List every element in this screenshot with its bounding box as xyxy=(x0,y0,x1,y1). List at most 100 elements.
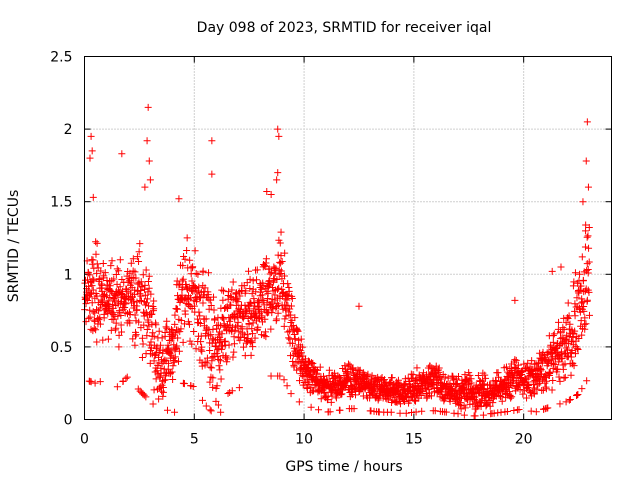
data-point xyxy=(307,403,315,411)
data-point xyxy=(145,322,153,330)
data-point xyxy=(476,398,484,406)
data-point xyxy=(113,383,121,391)
data-point xyxy=(271,269,279,277)
data-point xyxy=(550,330,558,338)
data-point xyxy=(530,360,538,368)
data-point xyxy=(147,338,155,346)
data-point xyxy=(571,269,579,277)
data-point xyxy=(188,277,196,285)
data-point xyxy=(455,372,463,380)
data-point xyxy=(263,188,271,196)
data-point xyxy=(565,312,573,320)
data-point xyxy=(146,359,154,367)
data-point xyxy=(577,317,585,325)
data-point xyxy=(130,297,138,305)
data-point xyxy=(183,234,191,242)
data-point xyxy=(546,368,554,376)
data-point xyxy=(427,392,435,400)
data-point xyxy=(530,390,538,398)
data-point xyxy=(233,322,241,330)
data-point xyxy=(210,306,218,314)
data-point xyxy=(527,407,535,415)
data-point xyxy=(258,312,266,320)
data-point xyxy=(117,311,125,319)
data-point xyxy=(207,331,215,339)
data-point xyxy=(145,272,153,280)
data-point xyxy=(122,374,130,382)
data-point xyxy=(291,314,299,322)
data-point xyxy=(127,259,135,267)
data-point xyxy=(225,341,233,349)
data-point xyxy=(153,367,161,375)
data-point xyxy=(532,408,540,416)
data-point xyxy=(247,313,255,321)
data-point xyxy=(214,401,222,409)
y-tick-label: 0.5 xyxy=(50,340,72,356)
data-point xyxy=(106,282,114,290)
y-tick-label: 2 xyxy=(64,122,73,138)
data-point xyxy=(164,365,172,373)
data-point xyxy=(427,369,435,377)
data-point xyxy=(198,347,206,355)
data-point xyxy=(191,247,199,255)
data-point xyxy=(88,147,96,155)
data-point xyxy=(571,307,579,315)
data-point xyxy=(217,408,225,416)
data-point xyxy=(225,288,233,296)
data-point xyxy=(457,405,465,413)
data-point xyxy=(230,333,238,341)
data-point xyxy=(218,345,226,353)
data-point xyxy=(206,406,214,414)
data-point xyxy=(278,285,286,293)
data-point xyxy=(169,375,177,383)
data-point xyxy=(432,362,440,370)
data-point xyxy=(533,385,541,393)
data-point xyxy=(278,258,286,266)
data-point xyxy=(540,405,548,413)
data-point xyxy=(568,360,576,368)
data-point xyxy=(408,409,416,417)
data-point xyxy=(291,335,299,343)
data-point xyxy=(175,357,183,365)
data-point xyxy=(571,312,579,320)
data-point xyxy=(111,297,119,305)
data-point xyxy=(239,343,247,351)
data-point xyxy=(217,375,225,383)
data-point xyxy=(96,304,104,312)
data-point xyxy=(402,409,410,417)
data-point xyxy=(91,379,99,387)
data-point xyxy=(386,379,394,387)
data-point xyxy=(303,384,311,392)
data-point xyxy=(394,376,402,384)
data-point xyxy=(101,269,109,277)
data-point xyxy=(556,377,564,385)
data-point xyxy=(234,318,242,326)
data-point xyxy=(161,356,169,364)
data-point xyxy=(245,267,253,275)
data-point xyxy=(563,314,571,322)
data-point xyxy=(211,315,219,323)
data-point xyxy=(249,343,257,351)
data-point xyxy=(510,407,518,415)
data-point xyxy=(573,344,581,352)
data-point xyxy=(115,267,123,275)
data-point xyxy=(554,352,562,360)
data-point xyxy=(399,385,407,393)
data-point xyxy=(578,385,586,393)
data-point xyxy=(566,395,574,403)
data-point xyxy=(153,343,161,351)
data-point xyxy=(229,278,237,286)
data-point xyxy=(261,315,269,323)
data-point xyxy=(192,270,200,278)
data-point xyxy=(576,286,584,294)
data-point xyxy=(585,223,593,231)
data-point xyxy=(95,275,103,283)
data-point xyxy=(117,321,125,329)
data-point xyxy=(326,408,334,416)
data-point xyxy=(221,337,229,345)
data-point xyxy=(549,338,557,346)
data-point xyxy=(568,338,576,346)
data-point xyxy=(116,283,124,291)
data-point xyxy=(350,405,358,413)
data-point xyxy=(285,334,293,342)
